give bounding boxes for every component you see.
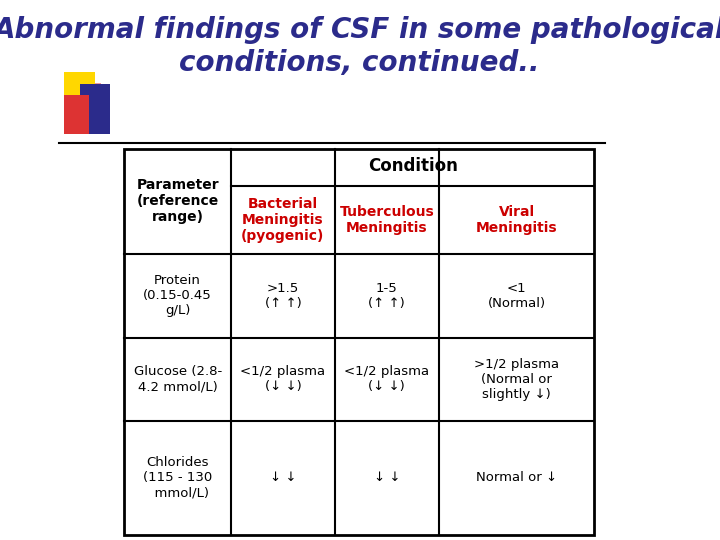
Text: Condition: Condition xyxy=(368,157,458,176)
Bar xyxy=(79,84,110,134)
Bar xyxy=(64,95,89,134)
Text: ↓ ↓: ↓ ↓ xyxy=(270,471,296,484)
Text: >1.5
(↑ ↑): >1.5 (↑ ↑) xyxy=(264,282,301,309)
Text: Tuberculous
Meningitis: Tuberculous Meningitis xyxy=(339,205,434,235)
Text: Glucose (2.8-
4.2 mmol/L): Glucose (2.8- 4.2 mmol/L) xyxy=(133,366,222,393)
Bar xyxy=(79,83,102,122)
Text: <1/2 plasma
(↓ ↓): <1/2 plasma (↓ ↓) xyxy=(240,366,325,393)
Text: Parameter
(reference
range): Parameter (reference range) xyxy=(136,178,219,224)
Bar xyxy=(125,148,595,535)
Text: >1/2 plasma
(Normal or
slightly ↓): >1/2 plasma (Normal or slightly ↓) xyxy=(474,358,559,401)
Text: Bacterial
Meningitis
(pyogenic): Bacterial Meningitis (pyogenic) xyxy=(241,197,325,243)
Text: <1
(Normal): <1 (Normal) xyxy=(487,282,546,309)
Text: Abnormal findings of CSF in some pathological
conditions, continued..: Abnormal findings of CSF in some patholo… xyxy=(0,16,720,77)
Text: Viral
Meningitis: Viral Meningitis xyxy=(476,205,557,235)
Text: <1/2 plasma
(↓ ↓): <1/2 plasma (↓ ↓) xyxy=(344,366,429,393)
Text: Normal or ↓: Normal or ↓ xyxy=(476,471,557,484)
Text: 1-5
(↑ ↑): 1-5 (↑ ↑) xyxy=(369,282,405,309)
Text: Protein
(0.15-0.45
g/L): Protein (0.15-0.45 g/L) xyxy=(143,274,212,317)
Text: ↓ ↓: ↓ ↓ xyxy=(374,471,400,484)
Bar xyxy=(64,72,95,122)
Text: Chlorides
(115 - 130
  mmol/L): Chlorides (115 - 130 mmol/L) xyxy=(143,456,212,500)
